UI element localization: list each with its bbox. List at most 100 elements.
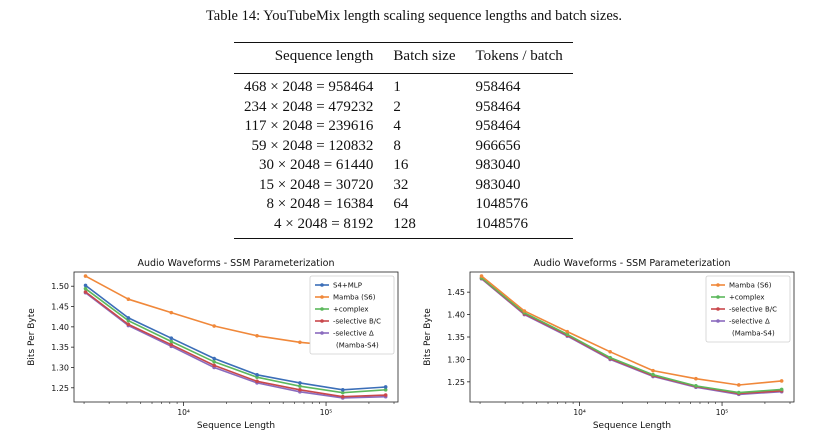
cell-batch-size: 128 (383, 214, 466, 239)
legend-box (705, 275, 791, 343)
y-tick-label: 1.50 (51, 282, 69, 291)
data-point (169, 336, 174, 341)
data-point (608, 355, 612, 360)
data-point (255, 333, 259, 338)
table-row: 59 × 2048 = 120832 8 966656 (234, 137, 573, 157)
data-point (340, 390, 345, 395)
legend-label: -selective B/C (729, 306, 777, 314)
cell-tokens-per-batch: 966656 (475, 137, 521, 154)
series-line (480, 277, 782, 394)
x-axis-label: Sequence Length (197, 421, 275, 431)
data-point (169, 310, 174, 315)
y-tick-label: 1.45 (447, 288, 465, 297)
cell-tokens-per-batch: 983040 (475, 157, 521, 173)
data-point (340, 394, 345, 399)
data-point (522, 309, 527, 313)
data-point (651, 372, 655, 377)
legend-box (309, 275, 395, 355)
data-point (779, 387, 784, 392)
data-point (565, 329, 570, 334)
data-point (565, 332, 570, 337)
ssm-parameterization-chart-right: Audio Waveforms - SSM Parameterization 1.… (423, 258, 795, 431)
legend-label: -selective Δ (729, 318, 770, 326)
x-tick-label: 10⁴ (573, 408, 586, 417)
chart-title: Audio Waveforms - SSM Parameterization (533, 258, 730, 269)
y-axis-label: Bits Per Byte (423, 308, 433, 366)
legend-marker (320, 319, 324, 323)
series-line (85, 288, 386, 394)
data-point (255, 379, 259, 384)
data-point (298, 388, 302, 392)
data-point (126, 297, 131, 302)
data-point (340, 388, 345, 392)
cell-batch-size: 16 (393, 157, 409, 173)
y-tick-label: 1.45 (51, 303, 69, 312)
data-point (298, 384, 302, 388)
cell-sequence-length: 117 × 2048 = 239616 (244, 118, 374, 134)
legend-label: (Mamba-S4) (732, 330, 775, 338)
data-point (169, 342, 174, 347)
cell-batch-size: 64 (393, 196, 409, 212)
cell-tokens-per-batch: 958464 (475, 79, 521, 95)
table-row: 468 × 2048 = 958464 1 958464 (234, 74, 573, 98)
legend-label: +complex (333, 306, 369, 314)
cell-sequence-length: 234 × 2048 = 479232 (244, 98, 374, 115)
cell-tokens-per-batch: 1048576 (475, 196, 528, 212)
data-point (651, 368, 655, 373)
data-point (83, 283, 88, 288)
cell-batch-size: 8 (393, 137, 401, 154)
y-tick-label: 1.30 (51, 363, 69, 372)
cell-sequence-length: 8 × 2048 = 16384 (266, 196, 374, 212)
cell-tokens-per-batch: 958464 (475, 118, 521, 134)
cell-batch-size: 2 (393, 98, 401, 115)
y-tick-label: 1.25 (447, 378, 465, 387)
legend-marker (716, 307, 720, 311)
series-line (85, 284, 386, 391)
legend-marker (716, 295, 720, 299)
x-tick-label: 10⁴ (177, 408, 190, 417)
legend: S4+MLP Mamba (S6) +complex -selective B/C -s… (309, 275, 395, 355)
data-point (212, 359, 216, 364)
data-point (694, 376, 698, 381)
cell-sequence-length: 468 × 2048 = 958464 (244, 79, 374, 95)
cell-tokens-per-batch: 1048576 (465, 214, 573, 239)
cell-sequence-length: 4 × 2048 = 8192 (234, 214, 384, 239)
table-row: 234 × 2048 = 479232 2 958464 (234, 98, 573, 118)
ssm-parameterization-chart-left: Audio Waveforms - SSM Parameterization 1.… (27, 258, 399, 431)
data-point (383, 393, 388, 397)
legend-label: -selective B/C (333, 318, 381, 326)
plot-frame (73, 271, 399, 403)
legend-marker (320, 283, 324, 287)
data-point (212, 356, 216, 361)
legend-marker (320, 331, 324, 335)
cell-sequence-length: 15 × 2048 = 30720 (259, 176, 374, 193)
legend-label: (Mamba-S4) (336, 342, 379, 350)
data-point (255, 372, 259, 377)
table-row: 117 × 2048 = 239616 4 958464 (234, 117, 573, 137)
plot-area (73, 271, 399, 403)
legend-label: Mamba (S6) (729, 282, 772, 290)
data-point (298, 381, 302, 385)
data-point (383, 385, 388, 389)
data-point (779, 379, 784, 383)
data-point (83, 274, 88, 278)
series-line (85, 291, 386, 398)
table-row: 8 × 2048 = 16384 64 1048576 (234, 195, 573, 215)
table-row: 4 × 2048 = 8192 128 1048576 (234, 214, 573, 239)
data-point (126, 316, 131, 320)
data-point (694, 384, 698, 388)
cell-tokens-per-batch: 958464 (475, 98, 521, 115)
y-tick-label: 1.35 (51, 343, 69, 352)
legend-marker (320, 295, 324, 299)
data-point (736, 383, 741, 387)
sequence-length-table: Sequence length Batch size Tokens / batc… (234, 42, 573, 239)
table-row: 30 × 2048 = 61440 16 983040 (234, 156, 573, 176)
series-line (480, 277, 782, 395)
cell-batch-size: 4 (393, 118, 401, 134)
cell-sequence-length: 30 × 2048 = 61440 (259, 157, 374, 173)
data-point (83, 290, 88, 294)
cell-tokens-per-batch: 983040 (475, 176, 521, 193)
legend: Mamba (S6) +complex -selective B/C -selecti… (705, 275, 791, 343)
table-header-row: Sequence length Batch size Tokens / batc… (234, 42, 573, 74)
